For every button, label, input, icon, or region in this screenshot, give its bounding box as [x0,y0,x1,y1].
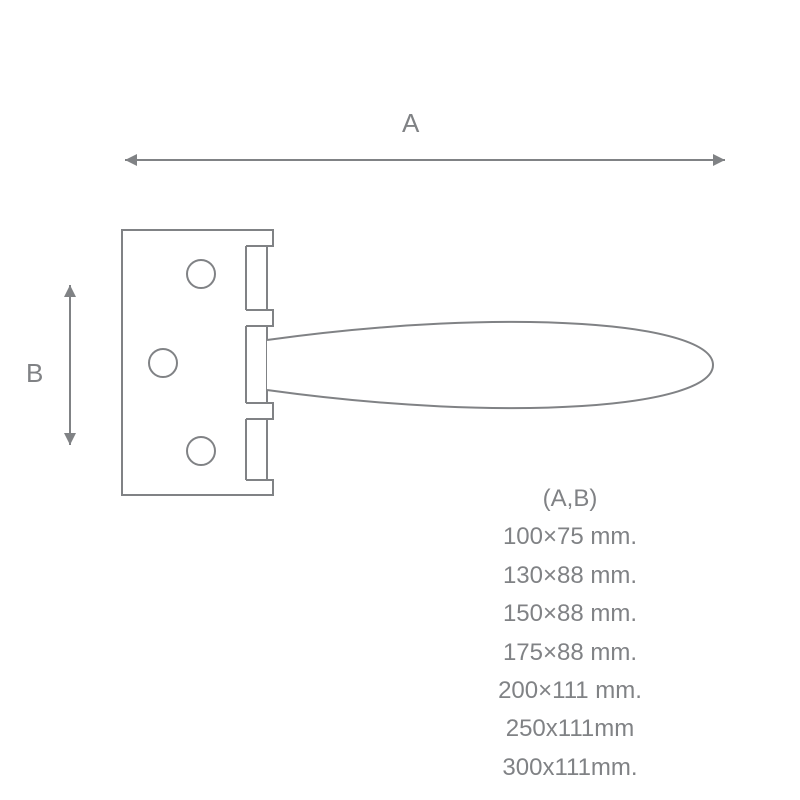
size-row: 175×88 mm. [470,634,670,672]
size-row: 130×88 mm. [470,557,670,595]
size-header: (A,B) [470,480,670,518]
label-B: B [26,358,43,389]
size-row: 300x111mm. [470,749,670,787]
size-row: 150×88 mm. [470,595,670,633]
size-list: (A,B) 100×75 mm.130×88 mm.150×88 mm.175×… [470,480,670,787]
size-row: 250x111mm [470,710,670,748]
diagram-container: A B (A,B) 100×75 mm.130×88 mm.150×88 mm.… [0,0,800,800]
size-row: 100×75 mm. [470,518,670,556]
label-A: A [402,108,419,139]
diagram-svg [0,0,800,800]
size-row: 200×111 mm. [470,672,670,710]
